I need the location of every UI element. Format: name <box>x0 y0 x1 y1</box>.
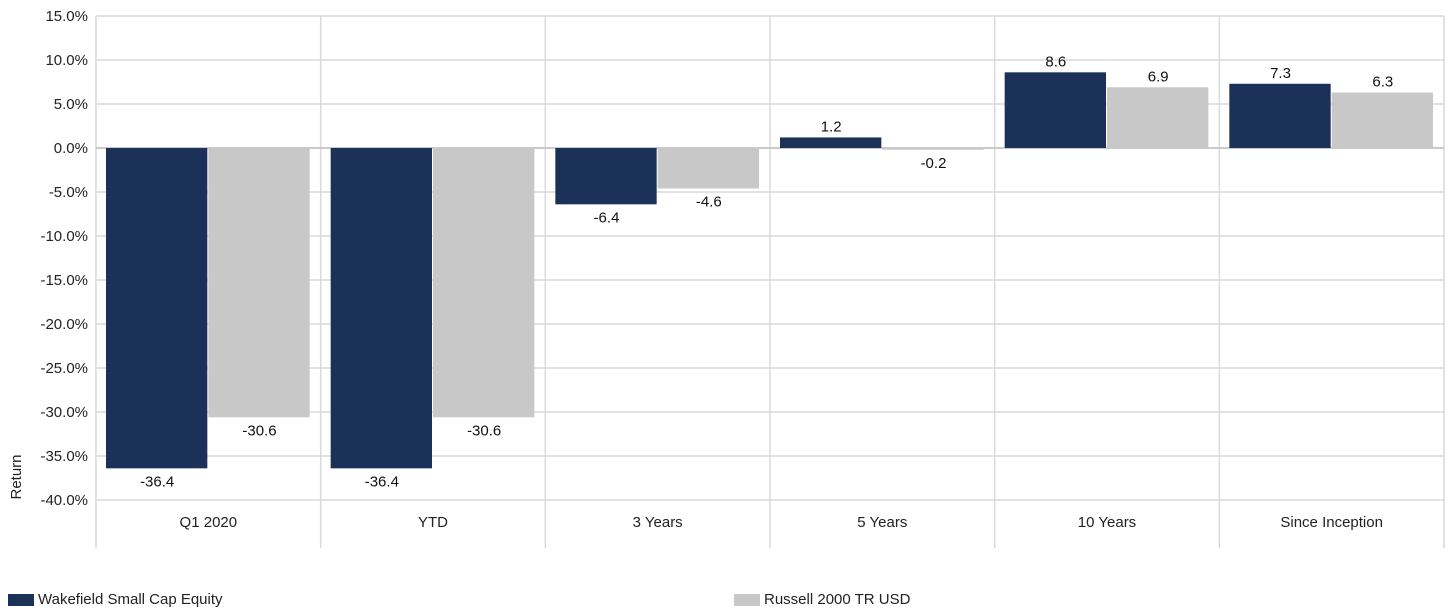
y-tick-label: -40.0% <box>40 492 88 509</box>
bar-series-1 <box>1004 72 1106 148</box>
y-tick-label: -10.0% <box>40 228 88 245</box>
bar-series-1 <box>780 137 882 148</box>
bar-series-2 <box>657 148 759 189</box>
legend-swatch-series-1 <box>8 593 34 606</box>
data-label: 6.3 <box>1372 74 1393 91</box>
x-tick-label: 3 Years <box>633 514 683 531</box>
legend-item-series-1: Wakefield Small Cap Equity <box>8 591 223 608</box>
grid <box>95 15 1445 548</box>
data-labels: -36.4 -30.6 -36.4 -30.6 -6.4 -4.6 1.2 -0.2 8.6 6.… <box>140 53 1393 490</box>
bar-series-2 <box>882 148 984 150</box>
data-label: -4.6 <box>696 193 722 210</box>
data-label: -0.2 <box>921 155 947 172</box>
y-tick-label: 0.0% <box>54 140 88 157</box>
y-tick-label: -15.0% <box>40 272 88 289</box>
y-tick-label: -30.0% <box>40 404 88 421</box>
data-label: -30.6 <box>467 422 501 439</box>
y-tick-label: 15.0% <box>45 8 88 25</box>
x-axis: Q1 2020 YTD 3 Years 5 Years 10 Years Since In… <box>180 514 1383 531</box>
y-tick-label: -35.0% <box>40 448 88 465</box>
y-tick-label: -5.0% <box>49 184 88 201</box>
bar-series-2 <box>1107 87 1209 148</box>
data-label: -30.6 <box>242 422 276 439</box>
x-tick-label: Since Inception <box>1280 514 1383 531</box>
bar-series-2 <box>1331 92 1433 148</box>
data-label: -36.4 <box>365 473 399 490</box>
data-label: 8.6 <box>1045 53 1066 70</box>
bar-series-1 <box>555 148 657 205</box>
legend-label-series-2: Russell 2000 TR USD <box>764 591 911 608</box>
x-tick-label: Q1 2020 <box>180 514 238 531</box>
x-tick-label: 10 Years <box>1078 514 1136 531</box>
bar-series-1 <box>1229 83 1331 148</box>
data-label: -6.4 <box>594 209 620 226</box>
data-label: 1.2 <box>821 118 842 135</box>
y-tick-label: -20.0% <box>40 316 88 333</box>
bar-series-1 <box>330 148 432 469</box>
bars <box>106 72 1433 469</box>
y-axis: 15.0% 10.0% 5.0% 0.0% -5.0% -10.0% -15.0% -20.0… <box>40 8 88 509</box>
legend-swatch-series-2 <box>734 593 760 606</box>
bar-series-1 <box>106 148 208 469</box>
data-label: 7.3 <box>1270 65 1291 82</box>
data-label: 6.9 <box>1148 68 1169 85</box>
y-tick-label: 10.0% <box>45 52 88 69</box>
legend-item-series-2: Russell 2000 TR USD <box>734 591 910 608</box>
y-axis-title: Return <box>8 454 25 499</box>
x-tick-label: YTD <box>418 514 448 531</box>
data-label: -36.4 <box>140 473 174 490</box>
bar-series-2 <box>433 148 535 418</box>
y-tick-label: -25.0% <box>40 360 88 377</box>
legend-label-series-1: Wakefield Small Cap Equity <box>38 591 223 608</box>
bar-chart: -36.4 -30.6 -36.4 -30.6 -6.4 -4.6 1.2 -0.2 8.6 6.… <box>8 8 1445 548</box>
bar-series-2 <box>208 148 310 418</box>
y-tick-label: 5.0% <box>54 96 88 113</box>
x-tick-label: 5 Years <box>857 514 907 531</box>
